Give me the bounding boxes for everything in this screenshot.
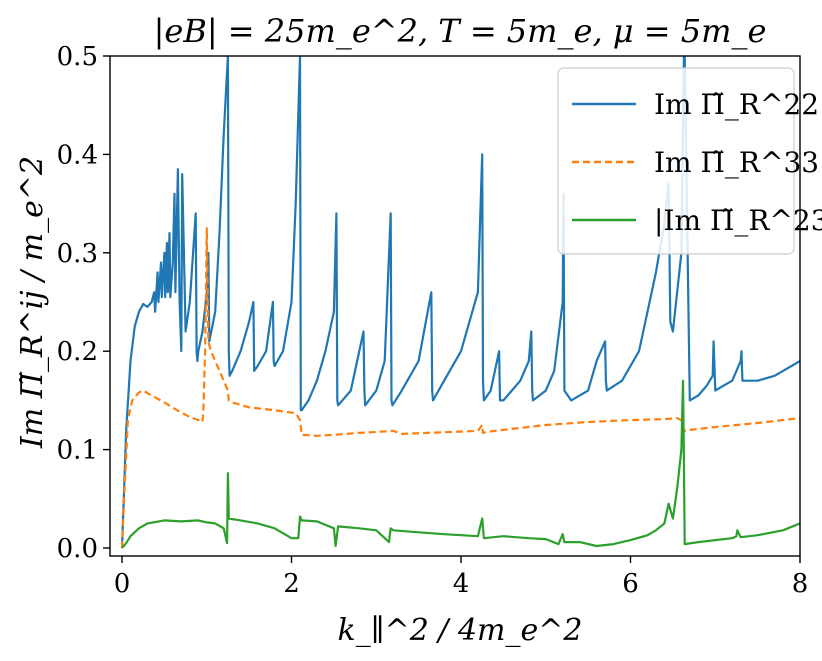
axes-layer: 0 2 4 6 8 0.0 0.1 0.2 0.3 0.4 0.5 bbox=[57, 42, 809, 599]
y-tick-label: 0.5 bbox=[57, 42, 98, 72]
x-tick-label: 6 bbox=[622, 569, 639, 599]
x-tick-label: 4 bbox=[453, 569, 470, 599]
y-tick-label: 0.1 bbox=[57, 436, 98, 466]
series-line-s33 bbox=[120, 227, 800, 549]
legend-label-s23: |Im Π̃_R^23| bbox=[654, 204, 822, 237]
chart-title: |eB| = 25m_e^2, T = 5m_e, μ = 5m_e bbox=[154, 12, 767, 50]
plot-frame bbox=[109, 55, 801, 557]
x-tick-label: 2 bbox=[283, 569, 300, 599]
series-line-s23 bbox=[121, 379, 800, 549]
legend-box bbox=[557, 67, 795, 255]
y-tick-label: 0.3 bbox=[57, 239, 98, 269]
y-tick-label: 0.2 bbox=[57, 337, 98, 367]
legend-label-s33: Im Π̃_R^33 bbox=[654, 146, 819, 179]
legend: Im Π̃_R^22 Im Π̃_R^33 |Im Π̃_R^23| bbox=[557, 67, 822, 255]
x-axis-label: k_∥^2 / 4m_e^2 bbox=[338, 613, 583, 648]
x-tick-label: 0 bbox=[114, 569, 131, 599]
y-tick-label: 0.0 bbox=[57, 534, 98, 564]
legend-label-s22: Im Π̃_R^22 bbox=[654, 88, 819, 121]
y-tick-label: 0.4 bbox=[57, 140, 98, 170]
x-tick-label: 8 bbox=[792, 569, 809, 599]
y-axis-label: Im Π̃_R^ij / m_e^2 bbox=[15, 156, 50, 449]
